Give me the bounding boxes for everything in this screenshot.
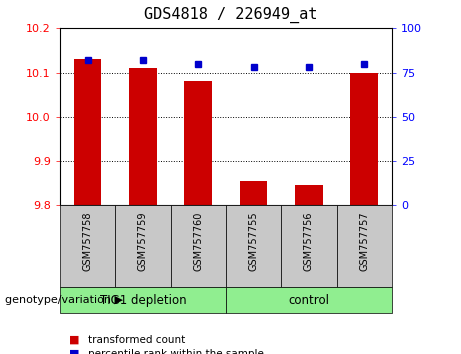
Text: genotype/variation ▶: genotype/variation ▶ bbox=[5, 295, 123, 305]
Text: percentile rank within the sample: percentile rank within the sample bbox=[88, 349, 264, 354]
Text: GDS4818 / 226949_at: GDS4818 / 226949_at bbox=[144, 7, 317, 23]
Text: transformed count: transformed count bbox=[88, 335, 185, 345]
Text: GSM757755: GSM757755 bbox=[248, 212, 259, 272]
Bar bbox=[350, 73, 378, 205]
Text: TIG1 depletion: TIG1 depletion bbox=[100, 293, 186, 307]
Text: GSM757758: GSM757758 bbox=[83, 212, 93, 271]
Text: GSM757759: GSM757759 bbox=[138, 212, 148, 271]
Text: GSM757757: GSM757757 bbox=[359, 212, 369, 272]
Text: GSM757756: GSM757756 bbox=[304, 212, 314, 271]
Text: control: control bbox=[289, 293, 329, 307]
Text: ■: ■ bbox=[69, 349, 80, 354]
Bar bbox=[240, 181, 267, 205]
Bar bbox=[184, 81, 212, 205]
Text: ■: ■ bbox=[69, 335, 80, 345]
Bar bbox=[295, 185, 323, 205]
Bar bbox=[129, 68, 157, 205]
Text: GSM757760: GSM757760 bbox=[193, 212, 203, 271]
Bar bbox=[74, 59, 101, 205]
